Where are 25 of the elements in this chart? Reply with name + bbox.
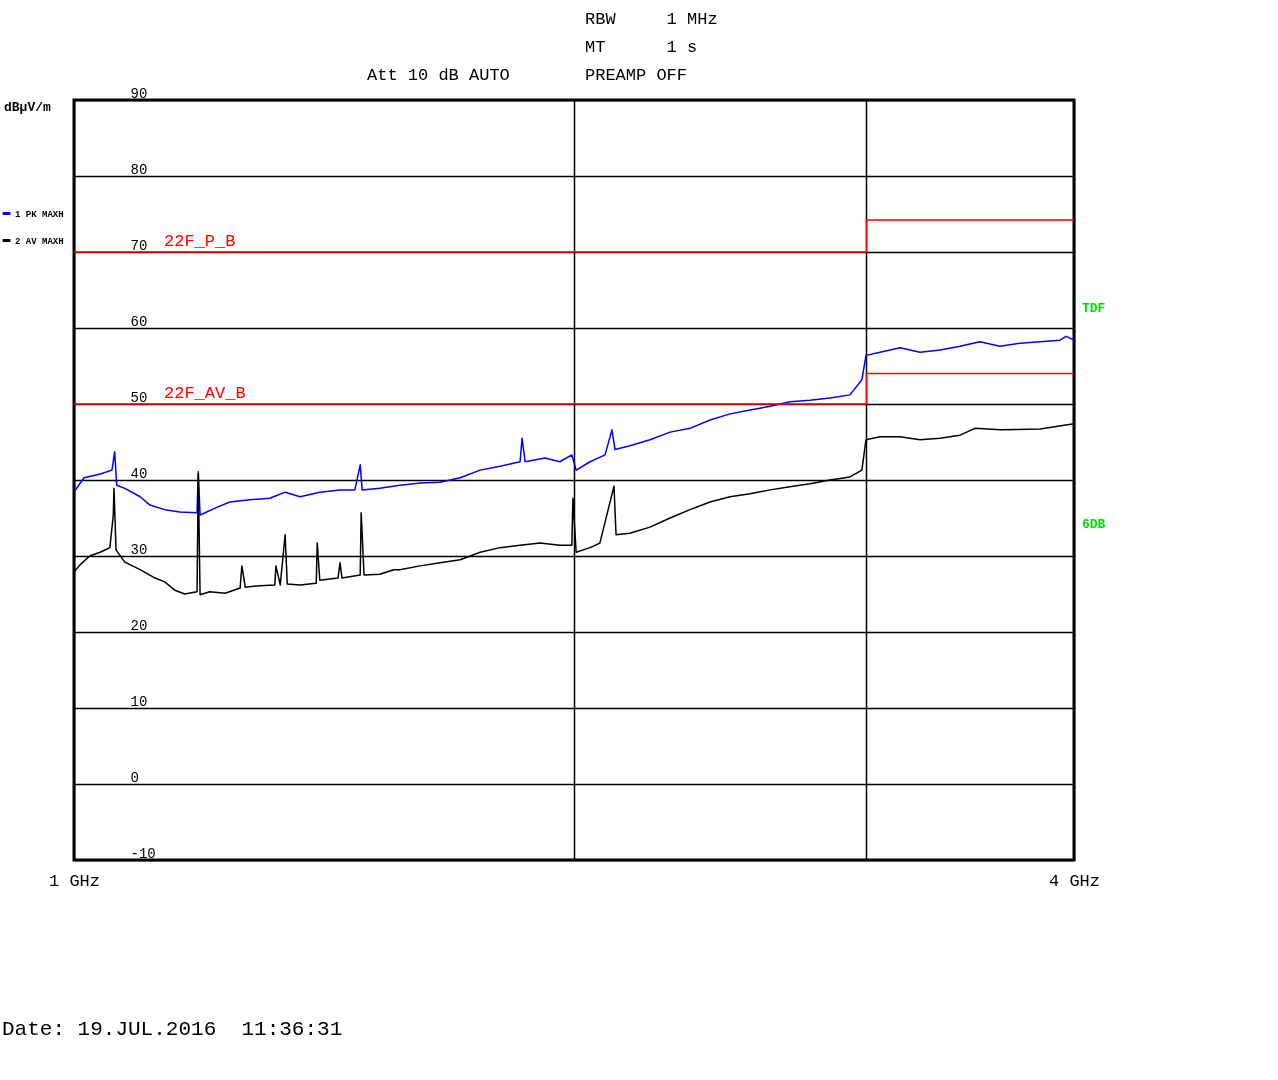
y-tick-label: 80 [130,161,148,178]
y-tick-label: 40 [130,465,148,482]
y-tick-label: 10 [130,693,148,710]
legend-label: 1 PK MAXH [15,209,64,220]
y-tick-label: -10 [130,845,156,862]
text: Date: 19.JUL.2016 11:36:31 [2,1018,343,1041]
text: MT 1 s [585,38,698,57]
text: Att 10 dB AUTO [367,66,510,85]
y-tick-label: 20 [130,617,148,634]
x-tick-label: 4 GHz [1048,871,1101,891]
text: RBW 1 MHz [585,10,718,29]
text: TDF [1082,301,1106,316]
text: PREAMP OFF [585,66,688,85]
series-label: 22F_P_B [164,232,236,251]
x-tick-label: 1 GHz [48,871,101,891]
y-tick-label: 60 [130,313,148,330]
y-tick-label: 70 [130,237,148,254]
y-axis-title: dBµV/m [4,100,51,115]
y-tick-label: 90 [130,85,148,102]
text: 6DB [1082,517,1106,532]
y-tick-label: 30 [130,541,148,558]
series-label: 22F_AV_B [164,384,246,403]
y-tick-label: 50 [130,389,148,406]
y-tick-label: 0 [130,769,139,786]
legend-label: 2 AV MAXH [15,236,64,247]
